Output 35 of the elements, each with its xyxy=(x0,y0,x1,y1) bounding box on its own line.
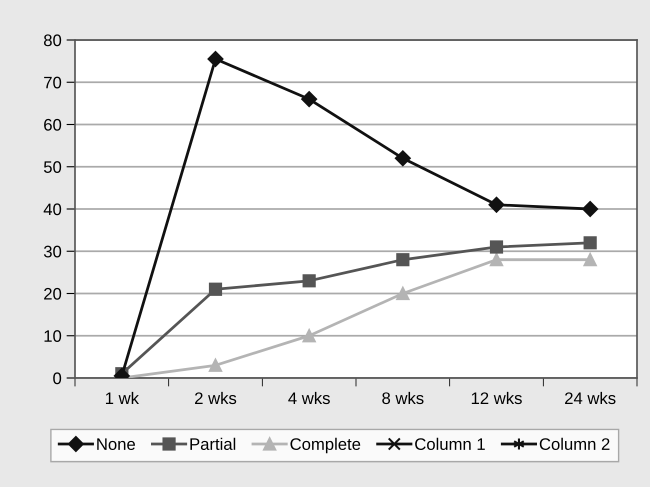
y-tick-label: 20 xyxy=(44,288,62,300)
legend-label: Column 2 xyxy=(540,438,610,450)
point xyxy=(208,282,222,296)
point xyxy=(208,51,224,67)
y-tick-label: 10 xyxy=(44,330,62,342)
point xyxy=(302,274,316,288)
x-tick-label: 8 wks xyxy=(382,392,424,404)
legend-label: Column 1 xyxy=(415,438,485,450)
point xyxy=(582,201,598,217)
point xyxy=(490,240,504,254)
y-tick-label: 80 xyxy=(44,34,62,46)
point xyxy=(302,329,316,342)
point xyxy=(396,253,410,266)
legend-label: Complete xyxy=(290,438,360,454)
point xyxy=(488,196,504,213)
y-tick-label: 70 xyxy=(44,76,62,88)
point xyxy=(584,236,597,250)
point xyxy=(301,91,318,108)
point xyxy=(208,358,222,372)
legend-label: None xyxy=(97,438,135,450)
x-tick-label: 24 wks xyxy=(565,392,616,404)
y-tick-label: 40 xyxy=(44,203,62,216)
y-tick-label: 0 xyxy=(53,372,62,384)
y-tick-label: 30 xyxy=(44,246,62,258)
y-tick-label: 50 xyxy=(44,161,62,173)
point xyxy=(490,253,504,266)
point xyxy=(584,253,597,266)
x-tick-label: 4 wks xyxy=(288,392,330,404)
point xyxy=(396,286,410,300)
x-tick-label: 2 wks xyxy=(195,392,236,404)
y-tick-label: 60 xyxy=(44,118,62,131)
point xyxy=(394,150,411,166)
x-tick-label: 12 wks xyxy=(472,392,522,404)
legend-label: Partial xyxy=(190,438,236,450)
x-tick-label: 1 wk xyxy=(106,392,139,404)
